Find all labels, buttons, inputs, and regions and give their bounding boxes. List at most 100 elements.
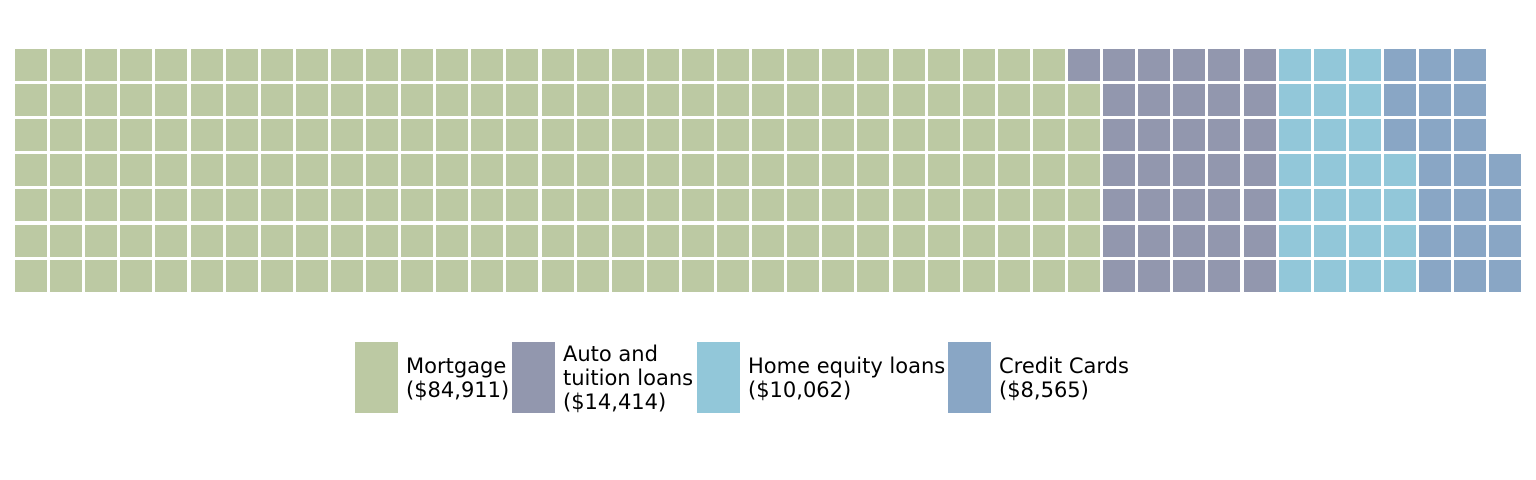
waffle-cell-mortgage	[611, 189, 644, 222]
waffle-cell-mortgage	[787, 189, 820, 222]
legend-label-mortgage: Mortgage ($84,911)	[406, 354, 509, 402]
waffle-chart	[15, 49, 1522, 292]
waffle-cell-mortgage	[857, 84, 890, 117]
waffle-cell-mortgage	[717, 259, 749, 292]
waffle-cell-mortgage	[892, 154, 925, 187]
waffle-cell-credit-cards	[1454, 119, 1487, 152]
waffle-cell-mortgage	[506, 84, 539, 117]
waffle-cell-mortgage	[717, 119, 749, 152]
waffle-cell-mortgage	[681, 224, 714, 257]
waffle-cell-mortgage	[225, 224, 258, 257]
waffle-cell-home-equity-loans	[1348, 49, 1381, 81]
legend-label-line: Auto and	[563, 341, 658, 366]
waffle-cell-mortgage	[892, 259, 925, 292]
waffle-cell-credit-cards	[1489, 154, 1522, 187]
waffle-cell-mortgage	[1068, 119, 1100, 152]
waffle-cell-auto-and-tuition-loans	[1208, 84, 1241, 117]
waffle-cell-mortgage	[822, 259, 855, 292]
waffle-cell-mortgage	[120, 49, 153, 81]
waffle-cell-mortgage	[295, 84, 328, 117]
waffle-cell-auto-and-tuition-loans	[1138, 119, 1171, 152]
waffle-cell-mortgage	[752, 259, 785, 292]
waffle-cell-mortgage	[681, 189, 714, 222]
waffle-cell-credit-cards	[1383, 119, 1416, 152]
waffle-cell-mortgage	[717, 154, 749, 187]
waffle-cell-home-equity-loans	[1278, 49, 1311, 81]
legend-item-auto-and-tuition-loans: Auto and tuition loans ($14,414)	[512, 341, 694, 414]
waffle-cell-home-equity-loans	[1348, 259, 1381, 292]
waffle-cell-mortgage	[611, 49, 644, 81]
waffle-cell-mortgage	[366, 154, 398, 187]
waffle-cell-home-equity-loans	[1278, 189, 1311, 222]
waffle-cell-home-equity-loans	[1313, 224, 1346, 257]
waffle-cell-mortgage	[155, 224, 188, 257]
waffle-cell-mortgage	[646, 224, 679, 257]
waffle-cell-mortgage	[1032, 189, 1065, 222]
waffle-cell-mortgage	[225, 189, 258, 222]
legend-label-line: ($84,911)	[406, 377, 510, 402]
waffle-cell-auto-and-tuition-loans	[1243, 154, 1276, 187]
waffle-cell-mortgage	[541, 119, 574, 152]
waffle-cell-mortgage	[471, 84, 504, 117]
waffle-cell-mortgage	[997, 49, 1030, 81]
waffle-cell-mortgage	[506, 259, 539, 292]
waffle-cell-auto-and-tuition-loans	[1103, 259, 1136, 292]
waffle-cell-mortgage	[401, 119, 434, 152]
waffle-cell-mortgage	[50, 189, 83, 222]
waffle-cell-mortgage	[471, 154, 504, 187]
waffle-cell-home-equity-loans	[1278, 259, 1311, 292]
waffle-cell-mortgage	[330, 84, 363, 117]
legend-label-home-equity-loans: Home equity loans ($10,062)	[748, 354, 945, 402]
waffle-cell-mortgage	[295, 49, 328, 81]
waffle-cell-mortgage	[822, 84, 855, 117]
waffle-cell-auto-and-tuition-loans	[1138, 224, 1171, 257]
legend-label-line: Home equity loans	[748, 353, 946, 378]
waffle-cell-mortgage	[225, 154, 258, 187]
waffle-cell-mortgage	[646, 84, 679, 117]
waffle-cell-mortgage	[330, 189, 363, 222]
waffle-cell-mortgage	[927, 189, 960, 222]
waffle-cell-auto-and-tuition-loans	[1068, 49, 1100, 81]
waffle-cell-mortgage	[85, 49, 118, 81]
waffle-cell-mortgage	[1032, 154, 1065, 187]
legend-label-line: ($8,565)	[999, 377, 1089, 402]
waffle-cell-auto-and-tuition-loans	[1208, 49, 1241, 81]
legend-swatch-home-equity-loans	[697, 342, 740, 413]
waffle-cell-mortgage	[857, 259, 890, 292]
waffle-cell-mortgage	[892, 189, 925, 222]
legend-label-line: tuition loans	[563, 365, 694, 390]
waffle-cell-mortgage	[576, 84, 609, 117]
waffle-cell-mortgage	[295, 259, 328, 292]
waffle-cell-credit-cards	[1454, 224, 1487, 257]
waffle-cell-mortgage	[717, 49, 749, 81]
waffle-cell-mortgage	[190, 119, 223, 152]
waffle-cell-mortgage	[120, 119, 153, 152]
waffle-cell-mortgage	[681, 49, 714, 81]
waffle-cell-home-equity-loans	[1348, 119, 1381, 152]
waffle-cell-mortgage	[120, 224, 153, 257]
waffle-cell-mortgage	[752, 119, 785, 152]
waffle-cell-mortgage	[1032, 119, 1065, 152]
waffle-cell-mortgage	[717, 189, 749, 222]
waffle-cell-mortgage	[436, 154, 469, 187]
waffle-cell-home-equity-loans	[1313, 119, 1346, 152]
waffle-cell-home-equity-loans	[1278, 84, 1311, 117]
waffle-cell-auto-and-tuition-loans	[1208, 189, 1241, 222]
waffle-cell-mortgage	[962, 259, 995, 292]
waffle-cell-mortgage	[436, 119, 469, 152]
waffle-cell-mortgage	[646, 154, 679, 187]
waffle-cell-mortgage	[541, 49, 574, 81]
waffle-cell-home-equity-loans	[1313, 84, 1346, 117]
waffle-cell-home-equity-loans	[1383, 154, 1416, 187]
waffle-cell-mortgage	[366, 224, 398, 257]
waffle-cell-mortgage	[50, 84, 83, 117]
waffle-cell-mortgage	[541, 84, 574, 117]
waffle-cell-mortgage	[295, 154, 328, 187]
waffle-cell-mortgage	[15, 119, 47, 152]
waffle-cell-mortgage	[681, 119, 714, 152]
waffle-cell-mortgage	[1032, 84, 1065, 117]
waffle-cell-home-equity-loans	[1278, 224, 1311, 257]
waffle-cell-mortgage	[576, 224, 609, 257]
